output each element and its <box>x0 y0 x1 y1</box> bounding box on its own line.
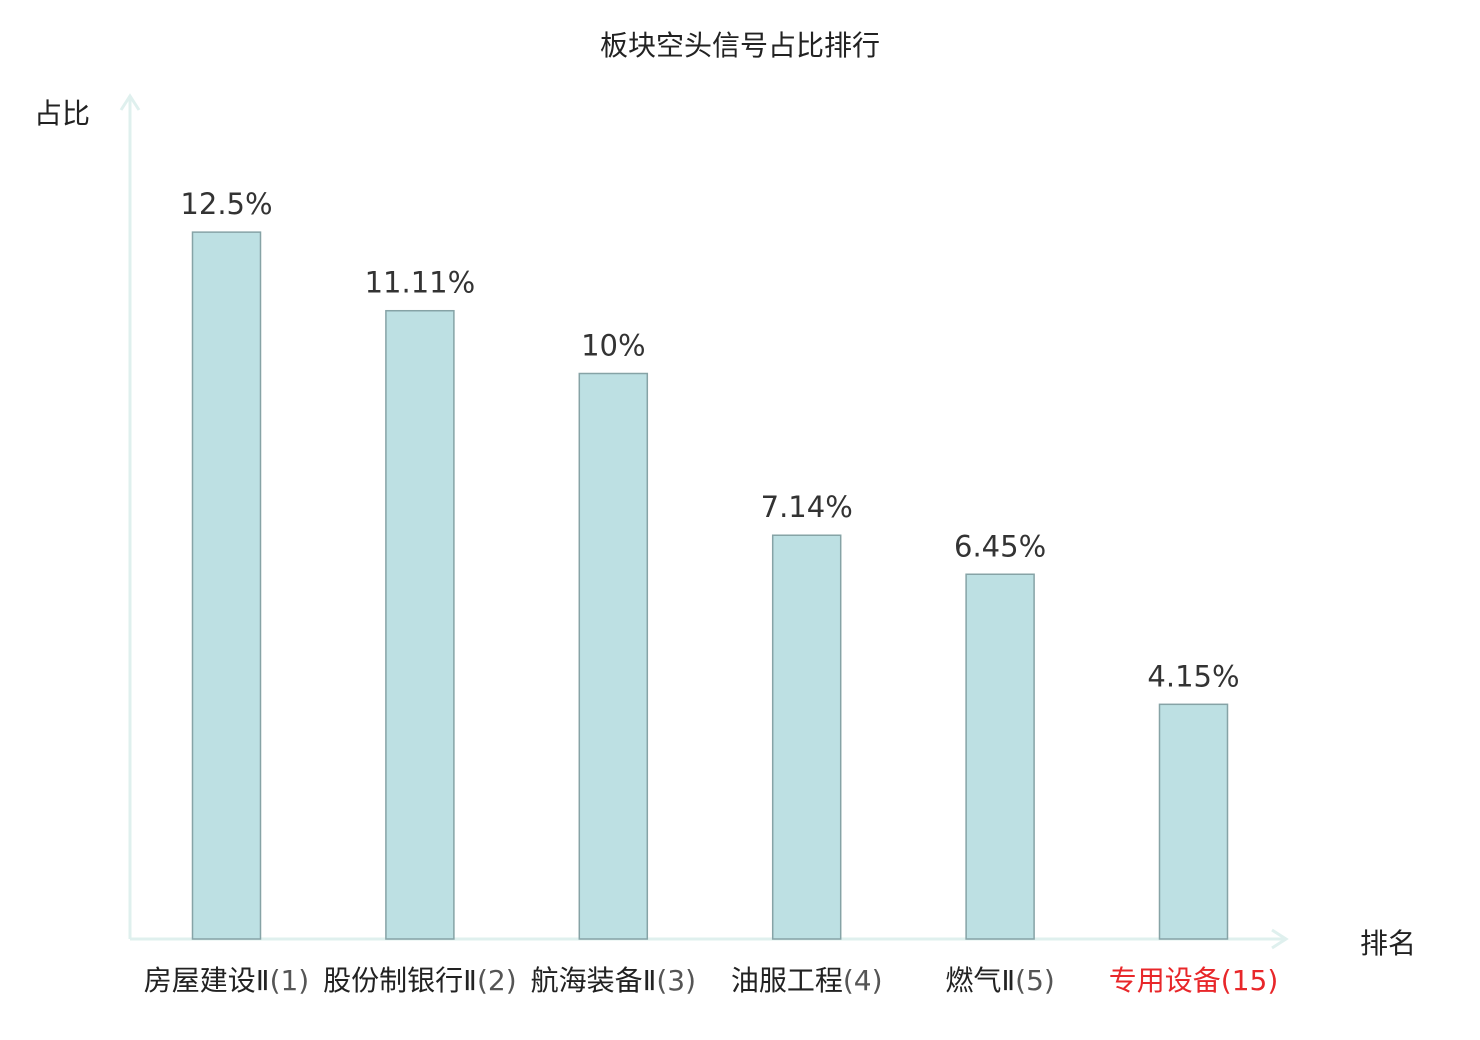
x-axis-label: 排名 <box>1360 927 1417 960</box>
category-rank: (4) <box>842 964 883 997</box>
category-name: 房屋建设Ⅱ <box>143 964 270 997</box>
bar-value-label: 10% <box>581 329 645 363</box>
x-tick-label: 房屋建设Ⅱ(1) <box>127 964 327 998</box>
x-tick-label: 油服工程(4) <box>707 964 907 998</box>
category-rank: (15) <box>1220 964 1279 997</box>
bar-value-label: 11.11% <box>365 266 476 300</box>
bar-value-label: 7.14% <box>761 490 853 524</box>
category-name: 股份制银行Ⅱ <box>323 964 477 997</box>
category-rank: (2) <box>476 964 517 997</box>
bar <box>771 534 842 940</box>
y-axis-arrow <box>119 93 141 111</box>
bar <box>1158 703 1229 940</box>
x-tick-label: 燃气Ⅱ(5) <box>900 964 1100 998</box>
bar-value-label: 12.5% <box>180 187 272 221</box>
chart-title: 板块空头信号占比排行 <box>599 29 880 62</box>
category-rank: (3) <box>656 964 697 997</box>
bar <box>191 231 262 940</box>
bar <box>578 372 649 940</box>
bar <box>965 573 1035 940</box>
bar-value-label: 6.45% <box>954 529 1046 563</box>
bar-value-label: 4.15% <box>1147 659 1239 693</box>
x-tick-label: 股份制银行Ⅱ(2) <box>320 964 520 998</box>
category-name: 油服工程 <box>730 964 843 997</box>
x-axis-arrow <box>1271 928 1289 950</box>
category-rank: (1) <box>269 964 310 997</box>
bar <box>385 309 455 940</box>
category-rank: (5) <box>1015 964 1055 997</box>
category-name: 燃气Ⅱ <box>945 964 1016 997</box>
category-name: 专用设备 <box>1108 964 1221 997</box>
category-name: 航海装备Ⅱ <box>530 964 657 997</box>
y-axis-label: 占比 <box>34 97 91 130</box>
x-tick-label: 航海装备Ⅱ(3) <box>513 964 713 998</box>
x-tick-label: 专用设备(15) <box>1094 964 1294 998</box>
